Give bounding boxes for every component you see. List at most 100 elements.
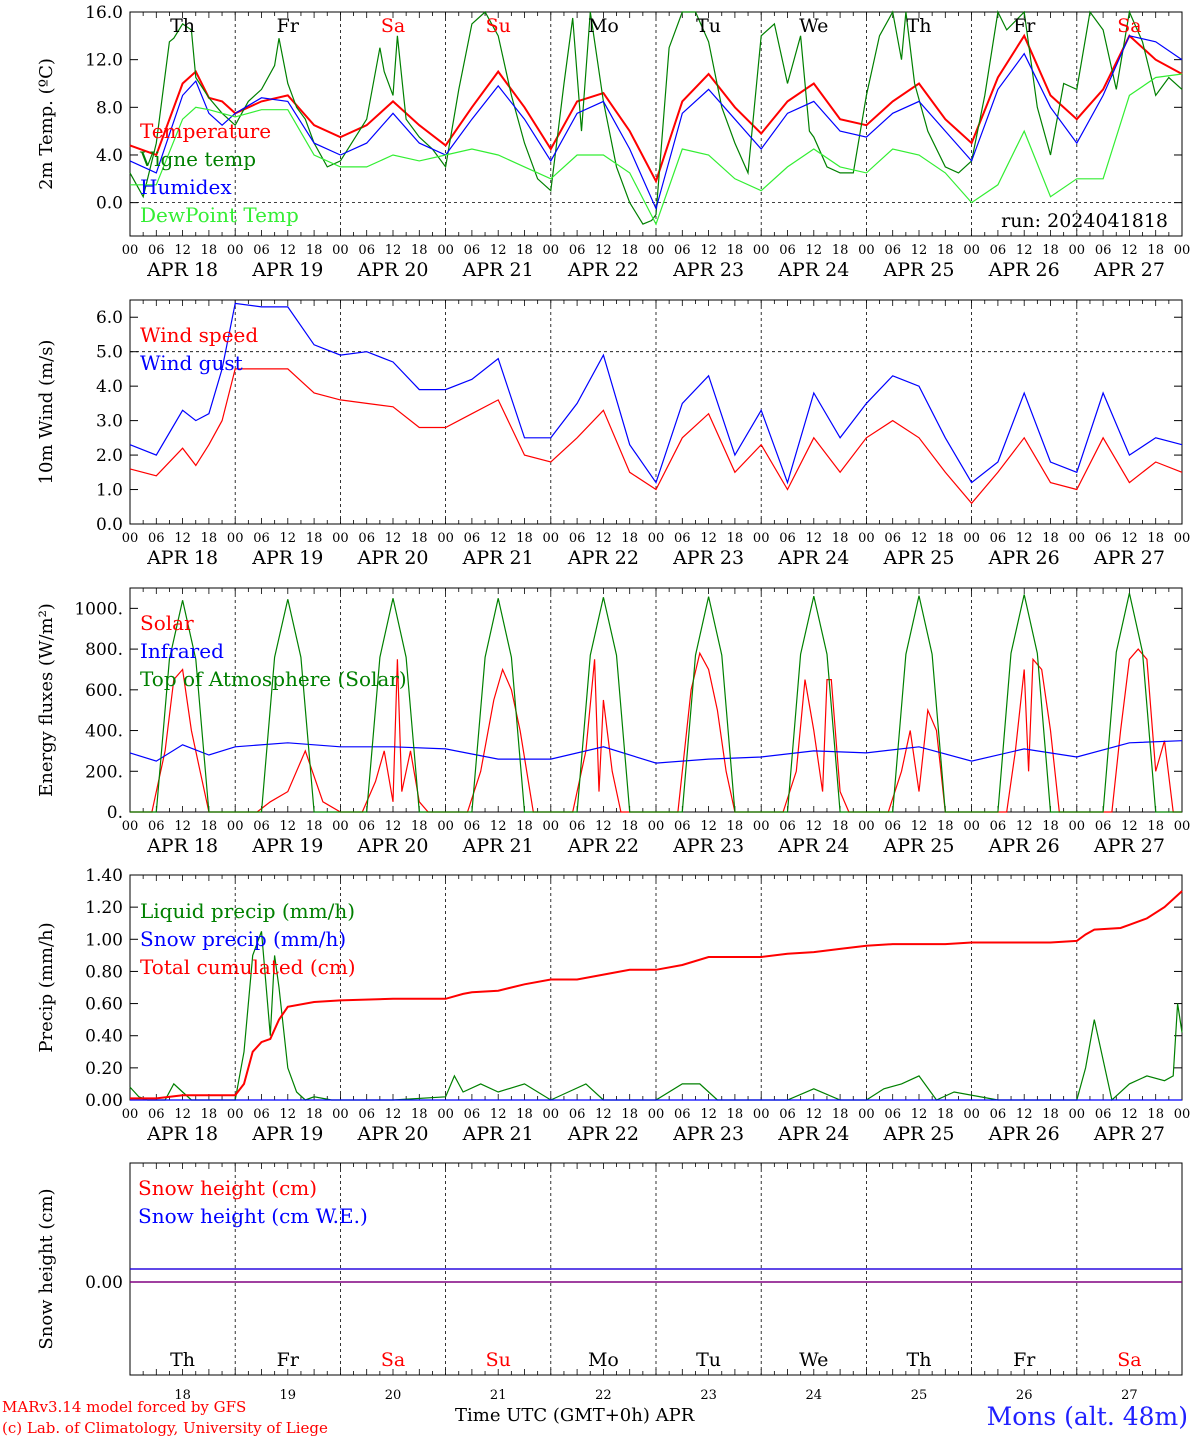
hour-tick-label: 06 (464, 819, 481, 834)
hour-tick-label: 12 (700, 819, 717, 834)
hour-tick-label: 00 (1174, 1107, 1191, 1122)
hour-tick-label: 18 (1147, 243, 1164, 258)
legend-entry: Humidex (140, 175, 232, 199)
hour-tick-label: 12 (1016, 531, 1033, 546)
hour-tick-label: 18 (621, 243, 638, 258)
hour-tick-label: 12 (700, 243, 717, 258)
lab-credit: (c) Lab. of Climatology, University of L… (2, 1419, 328, 1437)
hour-tick-label: 12 (806, 1107, 823, 1122)
hour-tick-label: 12 (911, 1107, 928, 1122)
hour-tick-label: 00 (858, 243, 875, 258)
date-label: APR 26 (988, 835, 1060, 857)
date-label: APR 22 (567, 1123, 639, 1145)
hour-tick-label: 12 (806, 819, 823, 834)
hour-tick-label: 06 (148, 819, 165, 834)
date-number: 20 (385, 1388, 402, 1403)
series-line (129, 33, 1183, 184)
time-ticks (129, 588, 1183, 812)
hour-tick-label: 06 (1095, 819, 1112, 834)
y-axis-label: 10m Wind (m/s) (36, 340, 57, 485)
hour-tick-label: 00 (963, 819, 980, 834)
hour-tick-label: 00 (227, 1107, 244, 1122)
hour-tick-label: 18 (1147, 1107, 1164, 1122)
weekday-label: Sa (381, 15, 405, 37)
hour-tick-label: 18 (411, 1107, 428, 1122)
hour-tick-label: 18 (621, 531, 638, 546)
hour-tick-label: 00 (1069, 243, 1086, 258)
hour-tick-label: 18 (201, 819, 218, 834)
date-label: APR 21 (462, 259, 534, 281)
hour-tick-label: 12 (385, 531, 402, 546)
date-label: APR 19 (251, 1123, 323, 1145)
date-label: APR 21 (462, 835, 534, 857)
weekday-label: Sa (1117, 1349, 1141, 1371)
weekday-label: Tu (696, 15, 721, 37)
series-line (130, 73, 1183, 226)
date-label: APR 27 (1093, 547, 1165, 569)
hour-tick-label: 06 (990, 1107, 1007, 1122)
hour-tick-label: 00 (858, 1107, 875, 1122)
date-label: APR 26 (988, 547, 1060, 569)
y-tick-label: 4.0 (96, 377, 123, 397)
hour-tick-label: 00 (543, 819, 560, 834)
y-tick-label: 1000. (74, 599, 123, 619)
date-label: APR 22 (567, 259, 639, 281)
hour-tick-label: 06 (884, 819, 901, 834)
hour-tick-label: 00 (1069, 531, 1086, 546)
hour-tick-label: 06 (884, 531, 901, 546)
hour-tick-label: 06 (358, 531, 375, 546)
hour-tick-label: 12 (1016, 819, 1033, 834)
y-tick-label: 16.0 (85, 3, 123, 23)
hour-tick-label: 06 (253, 1107, 270, 1122)
date-label: APR 25 (882, 547, 954, 569)
hour-tick-label: 00 (648, 243, 665, 258)
hour-tick-label: 06 (990, 531, 1007, 546)
hour-tick-label: 18 (411, 243, 428, 258)
legend-entry: Liquid precip (mm/h) (140, 899, 355, 923)
hour-tick-label: 00 (753, 1107, 770, 1122)
legend-entry: Total cumulated (cm) (140, 955, 356, 979)
hour-tick-label: 06 (253, 819, 270, 834)
hour-tick-label: 18 (516, 819, 533, 834)
hour-tick-label: 00 (332, 243, 349, 258)
hour-tick-label: 00 (963, 531, 980, 546)
y-tick-label: 200. (85, 762, 123, 782)
date-label: APR 19 (251, 259, 323, 281)
y-tick-label: 0.40 (85, 1027, 123, 1047)
weekday-label: We (799, 15, 828, 37)
date-number: 25 (911, 1388, 928, 1403)
hour-tick-label: 12 (911, 243, 928, 258)
date-number: 19 (280, 1388, 297, 1403)
hour-tick-label: 12 (595, 243, 612, 258)
y-tick-label: 2.0 (96, 446, 123, 466)
date-number: 23 (700, 1388, 717, 1403)
weekday-label: Fr (277, 1349, 300, 1371)
hour-tick-label: 06 (884, 243, 901, 258)
y-tick-label: 0.0 (96, 194, 123, 214)
hour-tick-label: 12 (1016, 243, 1033, 258)
hour-tick-label: 18 (832, 819, 849, 834)
hour-tick-label: 18 (937, 531, 954, 546)
y-tick-label: 4.0 (96, 146, 123, 166)
hour-tick-label: 00 (227, 819, 244, 834)
hour-tick-label: 18 (621, 1107, 638, 1122)
plot-frame (129, 299, 1183, 525)
hour-tick-label: 12 (700, 531, 717, 546)
hour-tick-label: 18 (937, 243, 954, 258)
legend-entry: Snow height (cm) (138, 1176, 317, 1200)
hour-tick-label: 18 (1042, 1107, 1059, 1122)
hour-tick-label: 00 (122, 243, 139, 258)
hour-tick-label: 06 (569, 531, 586, 546)
y-tick-label: 0.0 (96, 515, 123, 535)
hour-tick-label: 00 (227, 531, 244, 546)
hour-tick-label: 06 (358, 1107, 375, 1122)
hour-tick-label: 18 (621, 819, 638, 834)
hour-tick-label: 06 (569, 1107, 586, 1122)
date-label: APR 23 (672, 1123, 744, 1145)
hour-tick-label: 06 (779, 819, 796, 834)
legend-entry: Temperature (140, 119, 271, 143)
hour-tick-label: 12 (490, 1107, 507, 1122)
hour-tick-label: 12 (595, 531, 612, 546)
series-line (129, 9, 1183, 225)
panel-5: 0.00 Snow height (cm) Snow height (cm) Snow… (36, 1162, 1183, 1376)
